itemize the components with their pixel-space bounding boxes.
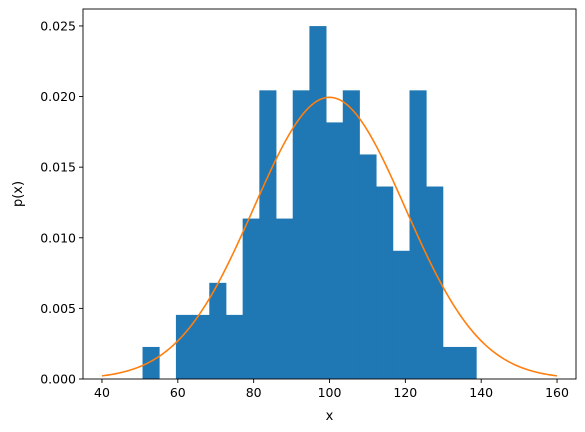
histogram-bar (259, 90, 277, 380)
histogram-bar (309, 26, 327, 379)
histogram-bar (342, 90, 360, 380)
histogram-bar (276, 218, 294, 379)
y-tick-label: 0.025 (40, 18, 76, 33)
y-tick-label: 0.005 (40, 301, 76, 316)
histogram-bar (142, 346, 160, 379)
histogram-bar (426, 186, 444, 379)
histogram-bar (175, 314, 193, 379)
histogram-bar (442, 346, 460, 379)
x-axis-label: x (326, 409, 334, 424)
histogram-bar (292, 90, 310, 380)
y-tick-label: 0.000 (40, 372, 76, 387)
histogram-bar (242, 218, 260, 379)
y-tick-label: 0.010 (40, 230, 76, 245)
histogram-bar (459, 346, 477, 379)
histogram-bar (225, 314, 244, 379)
x-tick-label: 100 (318, 385, 342, 400)
x-tick-label: 120 (393, 385, 417, 400)
histogram-bar (392, 250, 410, 379)
histogram-bar (192, 314, 210, 379)
x-axis-ticks: 40 60 80 100 120 140 160 (94, 379, 569, 400)
y-axis-label: p(x) (11, 181, 26, 207)
y-axis-ticks: 0.000 0.005 0.010 0.015 0.020 0.025 (40, 18, 83, 387)
histogram-bar (376, 186, 394, 379)
histogram-bar (326, 122, 344, 380)
x-tick-label: 40 (94, 385, 110, 400)
x-tick-label: 160 (545, 385, 569, 400)
y-tick-label: 0.015 (40, 160, 76, 175)
x-tick-label: 80 (246, 385, 262, 400)
histogram-bar (209, 282, 227, 379)
histogram-bars (142, 26, 477, 380)
x-tick-label: 140 (469, 385, 493, 400)
x-tick-label: 60 (170, 385, 186, 400)
y-tick-label: 0.020 (40, 89, 76, 104)
histogram-bar (359, 154, 377, 379)
normal-pdf-curve (101, 96, 558, 377)
